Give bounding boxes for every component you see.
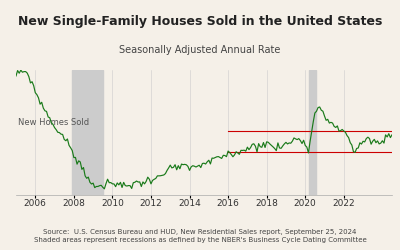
Text: Seasonally Adjusted Annual Rate: Seasonally Adjusted Annual Rate — [119, 45, 281, 55]
Text: New Homes Sold: New Homes Sold — [18, 118, 89, 127]
Text: New Single-Family Houses Sold in the United States: New Single-Family Houses Sold in the Uni… — [18, 15, 382, 28]
Text: Source:  U.S. Census Bureau and HUD, New Residential Sales report, September 25,: Source: U.S. Census Bureau and HUD, New … — [34, 229, 366, 243]
Bar — [72, 70, 103, 195]
Bar — [308, 70, 316, 195]
